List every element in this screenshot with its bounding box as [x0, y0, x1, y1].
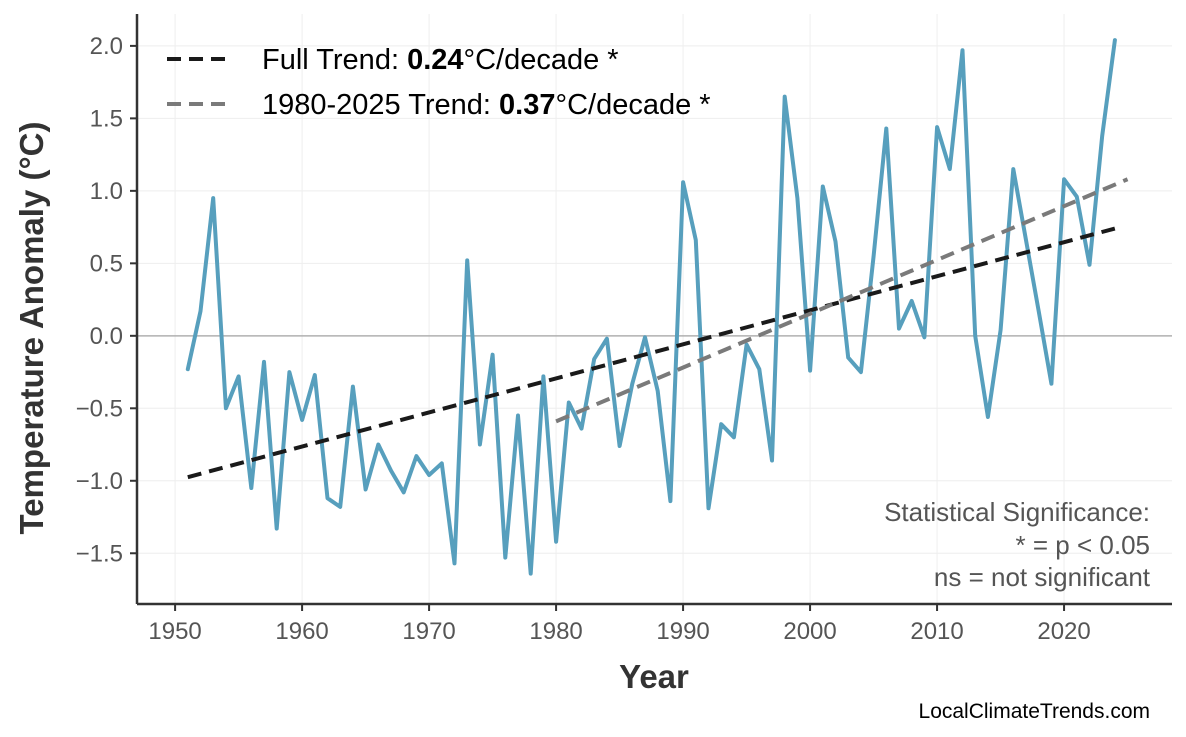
y-tick-label-0: −1.5 — [76, 540, 123, 567]
series-layer — [185, 38, 1117, 576]
legend-entry-full-trend: Full Trend: 0.24°C/decade * — [262, 44, 619, 76]
legend-unit-full-trend: °C/decade * — [464, 44, 619, 76]
y-tick-label-1: −1.0 — [76, 468, 123, 495]
legend-unit-recent-trend: °C/decade * — [555, 89, 710, 121]
x-tick-label-2010: 2010 — [910, 618, 963, 645]
full-trend-line — [187, 226, 1116, 480]
y-tick-label-5: 1.0 — [90, 178, 123, 205]
y-tick-label-6: 1.5 — [90, 105, 123, 132]
legend-label-recent-trend: 1980-2025 Trend: — [262, 89, 499, 121]
x-tick-label-1980: 1980 — [529, 618, 582, 645]
legend: Full Trend: 0.24°C/decade * 1980-2025 Tr… — [167, 44, 711, 121]
y-axis-title: Temperature Anomaly (°C) — [13, 122, 50, 535]
series-line-0 — [185, 38, 1117, 576]
axes — [135, 14, 1172, 606]
recent-trend-line — [555, 177, 1129, 424]
legend-rate-full-trend: 0.24 — [407, 44, 463, 76]
significance-note-title: Statistical Significance: — [884, 497, 1150, 527]
source-credit: LocalClimateTrends.com — [919, 700, 1150, 723]
x-tick-label-2020: 2020 — [1037, 618, 1090, 645]
y-tick-label-7: 2.0 — [90, 33, 123, 60]
significance-note-threshold: * = p < 0.05 — [1016, 530, 1150, 560]
significance-note: Statistical Significance: * = p < 0.05 n… — [884, 497, 1151, 592]
significance-note-ns: ns = not significant — [934, 562, 1151, 592]
x-tick-label-2000: 2000 — [783, 618, 836, 645]
x-axis-title: Year — [619, 658, 689, 695]
tick-labels: 1950 1960 1970 1980 1990 2000 2010 2020 −1.5 −1.0… — [76, 33, 1091, 645]
y-tick-label-4: 0.5 — [90, 250, 123, 277]
legend-label-full-trend: Full Trend: — [262, 44, 407, 76]
x-tick-label-1970: 1970 — [402, 618, 455, 645]
trend-layer — [187, 177, 1129, 480]
x-tick-label-1990: 1990 — [656, 618, 709, 645]
y-tick-label-3: 0.0 — [90, 323, 123, 350]
x-tick-label-1960: 1960 — [275, 618, 328, 645]
x-tick-label-1950: 1950 — [148, 618, 201, 645]
y-tick-label-2: −0.5 — [76, 395, 123, 422]
legend-entry-recent-trend: 1980-2025 Trend: 0.37°C/decade * — [262, 89, 711, 121]
legend-rate-recent-trend: 0.37 — [499, 89, 555, 121]
